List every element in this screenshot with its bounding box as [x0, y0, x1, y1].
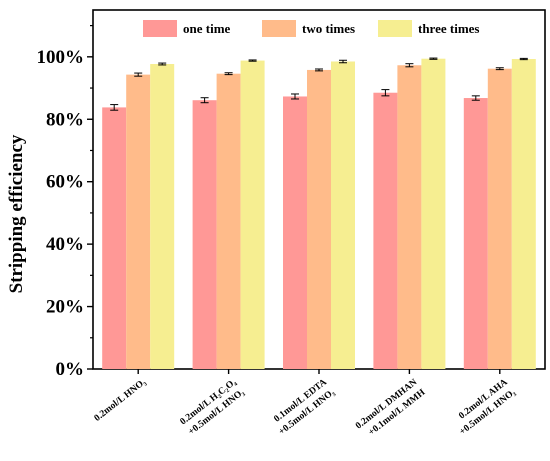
bar — [283, 96, 307, 370]
bar — [150, 64, 175, 369]
x-tick-label: 0.2mol/L AHA+0.5mol/L HNO₃ — [450, 377, 518, 437]
legend-swatch — [378, 20, 412, 37]
y-tick-label: 60% — [46, 172, 84, 193]
y-axis-label: Stripping efficiency — [6, 134, 27, 293]
bar — [192, 100, 217, 369]
bar — [216, 73, 241, 370]
legend: one time two times three times — [143, 20, 479, 37]
bar — [373, 92, 398, 370]
y-tick-label: 100% — [37, 47, 85, 68]
y-tick-label: 20% — [46, 297, 84, 318]
bar — [331, 61, 355, 369]
x-tick-label: 0.2mol/L HNO₃ — [93, 377, 149, 423]
legend-swatch — [262, 20, 296, 37]
x-tick-label: 0.2mol/L H₂C₂O₄+0.5mol/L HNO₃ — [179, 377, 247, 437]
bar — [487, 68, 512, 370]
legend-swatch — [143, 20, 177, 37]
legend-label: two times — [302, 21, 355, 36]
bar — [126, 74, 151, 370]
legend-label: one time — [183, 21, 231, 36]
y-tick-label: 40% — [46, 234, 84, 255]
bar — [421, 58, 446, 370]
bar — [511, 59, 536, 370]
x-tick-label: 0.2mol/L DMHAN+0.1mol/L MMH — [354, 377, 428, 442]
y-tick-label: 80% — [46, 109, 84, 130]
plot-area: 0% 20% 40% 60% 80% 100% 0.2mol/L HNO₃ 0.2mol/L … — [37, 9, 546, 442]
bar — [397, 65, 422, 369]
legend-label: three times — [418, 21, 479, 36]
bar — [463, 98, 488, 369]
bar — [102, 107, 127, 370]
x-tick-label: 0.1mol/L EDTA+0.5mol/L HNO₃ — [269, 377, 337, 437]
bar — [240, 60, 265, 369]
x-tick-label-line: 0.2mol/L HNO₃ — [93, 377, 149, 423]
y-tick-label: 0% — [56, 359, 85, 380]
bar — [307, 69, 331, 370]
